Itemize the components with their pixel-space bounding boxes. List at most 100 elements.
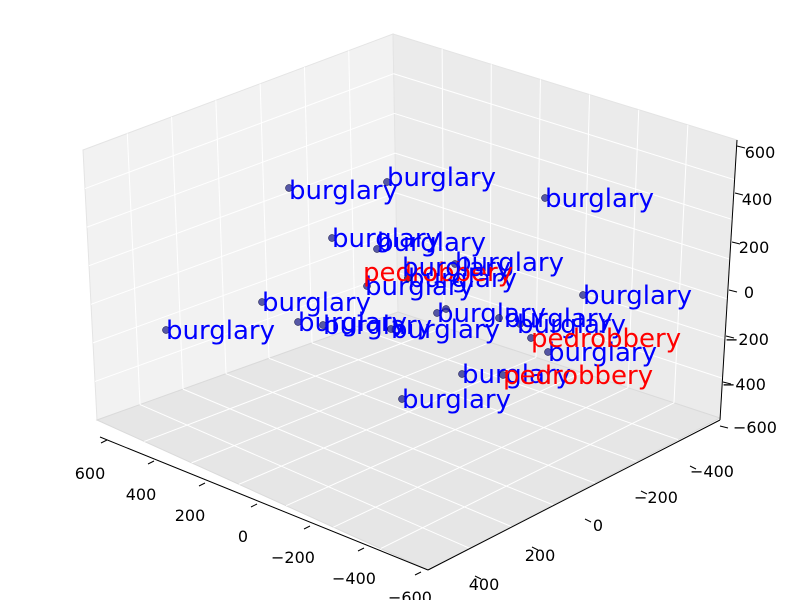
data-point: pedrobbery [527, 324, 681, 354]
point-marker [285, 184, 293, 192]
data-point: burglary [383, 163, 496, 193]
axis-lines [99, 139, 738, 571]
grid-line [394, 112, 733, 220]
x-tick-mark [303, 525, 311, 530]
grid-line [86, 112, 395, 228]
point-label: burglary [391, 315, 500, 345]
point-label: burglary [462, 360, 571, 390]
data-point: burglary [294, 308, 407, 338]
grid-line [581, 94, 591, 373]
point-marker [458, 370, 466, 378]
point-label: burglary [377, 228, 486, 258]
point-label: burglary [408, 264, 517, 294]
point-label: burglary [365, 272, 474, 302]
point-label: pedrobbery [363, 258, 513, 288]
z-tick-label: −400 [722, 375, 766, 394]
grid-line [182, 388, 512, 528]
z-tick-mark [728, 289, 738, 293]
grid-line [397, 271, 723, 379]
point-label: burglary [298, 308, 407, 338]
data-point: burglary [258, 288, 371, 318]
y-tick-mark [531, 546, 539, 551]
point-label: burglary [402, 385, 511, 415]
data-point: burglary [328, 224, 441, 254]
y-tick-mark [584, 518, 592, 523]
data-point: burglary [398, 385, 511, 415]
point-marker [541, 194, 549, 202]
grid-line [191, 341, 491, 464]
point-label: burglary [332, 224, 441, 254]
data-point: burglary [162, 316, 275, 346]
z-tick-label: 600 [745, 143, 776, 162]
grid-line [627, 109, 640, 388]
point-marker [387, 325, 395, 333]
y-tick-label: 200 [525, 546, 556, 565]
x-axis-line [99, 436, 429, 571]
grid-line [535, 79, 541, 358]
z-tick-label: 0 [744, 283, 754, 302]
data-point: burglary [373, 228, 486, 258]
point-marker [404, 274, 412, 282]
point-marker [319, 321, 327, 329]
point-label: burglary [455, 248, 564, 278]
grid-line [139, 404, 470, 549]
point-label: burglary [437, 299, 546, 329]
y-tick-mark [640, 490, 648, 495]
point-label: burglary [504, 304, 613, 334]
point-marker [398, 395, 406, 403]
point-label: burglary [517, 310, 626, 340]
grid-line [380, 402, 675, 550]
x-tick-label: −200 [271, 548, 315, 567]
point-marker [499, 371, 507, 379]
grid-lines [84, 49, 735, 550]
grid-line [394, 152, 730, 260]
data-point: burglary [541, 184, 654, 214]
y-tick-mark [689, 465, 697, 470]
x-tick-mark [357, 547, 365, 552]
point-marker [527, 334, 535, 342]
grid-line [441, 49, 445, 328]
point-marker [294, 318, 302, 326]
data-point: burglary [319, 311, 432, 341]
z-tick-label: −200 [725, 330, 769, 349]
point-marker [258, 298, 266, 306]
grid-line [285, 372, 583, 507]
point-label: burglary [323, 311, 432, 341]
point-label: burglary [262, 288, 371, 318]
z-tick-mark [722, 381, 732, 385]
z-tick-label: 400 [742, 190, 773, 209]
x-tick-mark [198, 482, 206, 487]
y-tick-mark [474, 575, 482, 580]
z-tick-mark [725, 335, 735, 339]
z-tick-mark [734, 192, 744, 196]
point-label: burglary [289, 176, 398, 206]
grid-line [88, 152, 396, 267]
axis-ticks: 600 400 200 0 −200 −400 −600 −400 −200 0 200 400 600… [75, 143, 777, 600]
point-marker [544, 348, 552, 356]
grid-line [489, 64, 492, 343]
grid-line [333, 387, 629, 528]
y-axis-line [427, 419, 721, 571]
point-marker [383, 178, 391, 186]
data-point: burglary [285, 176, 398, 206]
grid-line [94, 271, 398, 382]
point-label: burglary [402, 253, 511, 283]
point-label: burglary [548, 338, 657, 368]
y-tick-label: 0 [593, 516, 603, 535]
data-points: burglaryburglaryburglaryburglaryburglary… [162, 163, 692, 415]
y-tick-label: −200 [634, 488, 678, 507]
grid-line [92, 232, 397, 344]
point-label: burglary [583, 281, 692, 311]
point-marker [328, 234, 336, 242]
data-point: burglary [387, 315, 500, 345]
grid-line [673, 124, 689, 403]
y-tick-label: 400 [469, 575, 500, 594]
x-tick-mark [100, 439, 108, 444]
point-marker [495, 314, 503, 322]
point-label: pedrobbery [503, 361, 653, 391]
z-tick-mark [736, 145, 746, 149]
data-point: burglary [458, 360, 571, 390]
x-tick-label: −400 [332, 569, 376, 588]
z-tick-label: 200 [739, 238, 770, 257]
